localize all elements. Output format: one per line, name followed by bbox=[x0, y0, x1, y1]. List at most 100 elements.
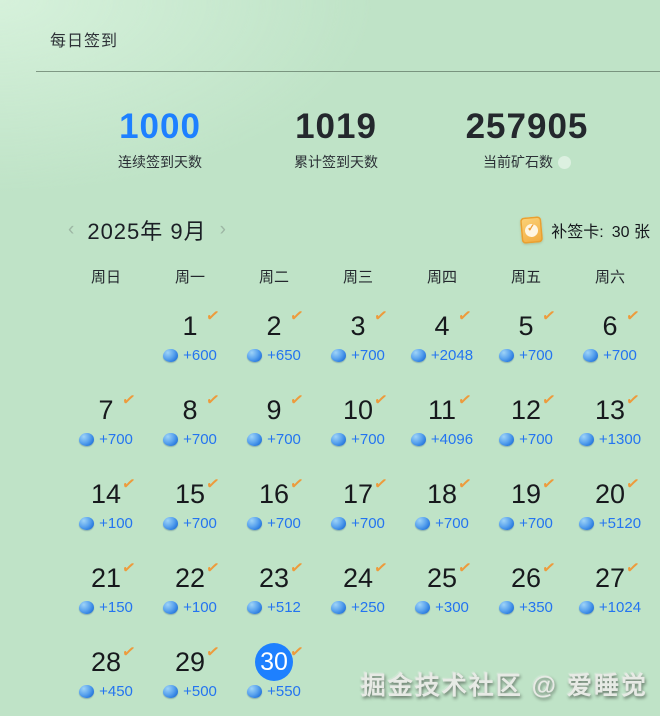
reward: +700 bbox=[484, 347, 568, 364]
reward: +700 bbox=[316, 347, 400, 364]
weekday-label: 周一 bbox=[174, 269, 205, 286]
reward: +700 bbox=[148, 431, 232, 448]
day-number: 26 bbox=[510, 563, 542, 593]
check-icon: ✓ bbox=[288, 558, 305, 579]
calendar-grid: 1 ✓ +600 2 ✓ +650 3 ✓ +700 4 ✓ +2048 5 ✓ +700 6 ✓ +700 7 ✓ +… bbox=[64, 300, 652, 716]
day-number: 20 bbox=[594, 479, 626, 509]
reward: +700 bbox=[148, 515, 232, 532]
reward: +450 bbox=[64, 683, 148, 700]
ore-icon bbox=[79, 517, 95, 530]
check-icon: ✓ bbox=[456, 474, 473, 495]
calendar-day-cell: 28 ✓ +450 bbox=[64, 636, 148, 716]
check-icon: ✓ bbox=[288, 390, 305, 411]
reward: +500 bbox=[148, 683, 232, 700]
stat-label-text: 当前矿石数 bbox=[483, 154, 553, 170]
calendar-day-cell: 13 ✓ +1300 bbox=[568, 384, 652, 468]
ore-icon bbox=[247, 433, 263, 446]
stat-label: 当前矿石数 bbox=[427, 152, 627, 172]
calendar-day-cell: 11 ✓ +4096 bbox=[400, 384, 484, 468]
check-icon: ✓ bbox=[288, 474, 305, 495]
weekday-row: 周日 周一 周二 周三 周四 周五 周六 bbox=[64, 266, 652, 290]
calendar-day-cell: 27 ✓ +1024 bbox=[568, 552, 652, 636]
ore-icon bbox=[331, 517, 347, 530]
reward-value: +512 bbox=[267, 599, 301, 616]
check-icon: ✓ bbox=[120, 558, 137, 579]
calendar-day-cell: 3 ✓ +700 bbox=[316, 300, 400, 384]
stat-value: 1019 bbox=[295, 107, 377, 146]
reward: +700 bbox=[400, 515, 484, 532]
reward: +250 bbox=[316, 599, 400, 616]
calendar-empty-cell bbox=[568, 636, 652, 716]
ore-icon bbox=[79, 685, 95, 698]
reward-value: +700 bbox=[351, 431, 385, 448]
check-icon: ✓ bbox=[540, 558, 557, 579]
ore-icon bbox=[163, 517, 179, 530]
reward: +700 bbox=[232, 515, 316, 532]
calendar-day-cell: 15 ✓ +700 bbox=[148, 468, 232, 552]
next-month-button[interactable]: › bbox=[219, 219, 226, 240]
reward: +512 bbox=[232, 599, 316, 616]
calendar-empty-cell bbox=[64, 300, 148, 384]
resign-card-icon bbox=[520, 216, 544, 244]
calendar-day-cell: 21 ✓ +150 bbox=[64, 552, 148, 636]
ore-icon bbox=[79, 601, 95, 614]
stat-label: 累计签到天数 bbox=[294, 154, 378, 170]
day-number: 22 bbox=[174, 563, 206, 593]
reward: +650 bbox=[232, 347, 316, 364]
calendar-day-cell: 22 ✓ +100 bbox=[148, 552, 232, 636]
prev-month-button[interactable]: ‹ bbox=[68, 219, 75, 240]
reward: +700 bbox=[484, 515, 568, 532]
check-icon: ✓ bbox=[540, 306, 557, 327]
reward-value: +500 bbox=[183, 683, 217, 700]
day-number: 9 bbox=[266, 395, 282, 425]
today-day-number: 30 bbox=[255, 643, 293, 681]
check-icon: ✓ bbox=[372, 558, 389, 579]
calendar-day-cell: 9 ✓ +700 bbox=[232, 384, 316, 468]
weekday-label: 周日 bbox=[90, 269, 121, 286]
ore-icon bbox=[247, 685, 263, 698]
day-number: 19 bbox=[510, 479, 542, 509]
stat-total-days: 1019 累计签到天数 bbox=[236, 106, 436, 172]
check-icon: ✓ bbox=[540, 390, 557, 411]
reward-value: +5120 bbox=[598, 515, 642, 532]
reward-value: +700 bbox=[603, 347, 637, 364]
ore-icon bbox=[247, 601, 263, 614]
ore-icon bbox=[163, 433, 179, 446]
check-icon: ✓ bbox=[204, 390, 221, 411]
ore-icon bbox=[578, 517, 594, 530]
check-icon: ✓ bbox=[204, 474, 221, 495]
reward: +700 bbox=[568, 347, 652, 364]
check-icon: ✓ bbox=[288, 642, 305, 663]
day-number: 11 bbox=[427, 395, 457, 425]
check-icon: ✓ bbox=[204, 558, 221, 579]
day-number: 27 bbox=[594, 563, 626, 593]
resign-card-badge[interactable]: 补签卡: 30 张 bbox=[520, 215, 650, 245]
calendar-day-cell: 8 ✓ +700 bbox=[148, 384, 232, 468]
reward-value: +4096 bbox=[430, 431, 474, 448]
reward-value: +700 bbox=[519, 347, 553, 364]
day-number: 1 bbox=[182, 311, 198, 341]
reward-value: +700 bbox=[351, 347, 385, 364]
weekday-label: 周二 bbox=[258, 269, 289, 286]
day-number: 23 bbox=[258, 563, 290, 593]
reward: +5120 bbox=[568, 515, 652, 532]
check-icon: ✓ bbox=[372, 306, 389, 327]
calendar-empty-cell bbox=[316, 636, 400, 716]
month-row: ‹ 2025年 9月 › 补签卡: 30 张 bbox=[0, 212, 660, 248]
calendar-day-cell: 23 ✓ +512 bbox=[232, 552, 316, 636]
day-number: 15 bbox=[174, 479, 206, 509]
reward-value: +700 bbox=[519, 515, 553, 532]
day-number: 18 bbox=[426, 479, 458, 509]
stat-consecutive-days: 1000 连续签到天数 bbox=[60, 106, 260, 172]
weekday-label: 周三 bbox=[342, 269, 373, 286]
ore-icon bbox=[415, 517, 431, 530]
check-icon: ✓ bbox=[540, 474, 557, 495]
reward-value: +550 bbox=[267, 683, 301, 700]
day-number: 10 bbox=[342, 395, 374, 425]
ore-hint-icon bbox=[558, 156, 571, 169]
reward: +600 bbox=[148, 347, 232, 364]
day-number: 6 bbox=[602, 311, 618, 341]
calendar-day-cell: 16 ✓ +700 bbox=[232, 468, 316, 552]
resign-card-count: 30 张 bbox=[611, 224, 650, 241]
day-number: 12 bbox=[510, 395, 542, 425]
